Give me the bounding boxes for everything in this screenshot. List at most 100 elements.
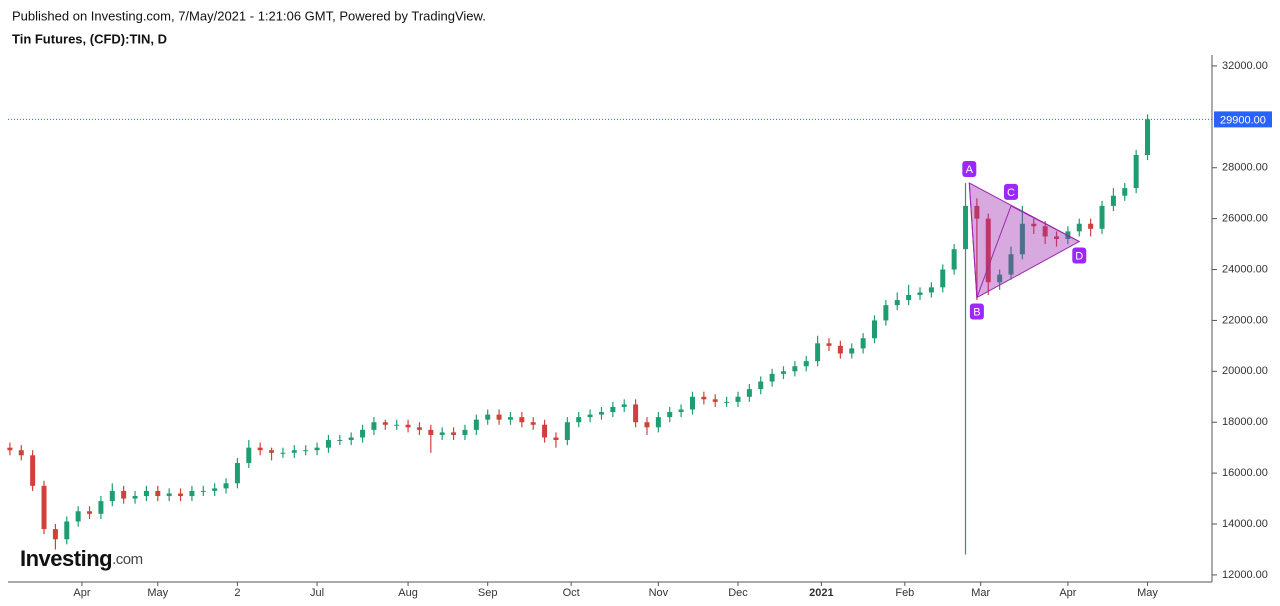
pattern-label-box — [969, 303, 984, 320]
y-tick-label: 28000.00 — [1222, 162, 1268, 174]
published-note: Published on Investing.com, 7/May/2021 -… — [12, 8, 486, 23]
candle-body — [189, 490, 195, 497]
candle-body — [826, 343, 832, 346]
pattern-label: A — [966, 164, 974, 176]
candle-body — [792, 366, 798, 372]
x-tick-label: 2 — [234, 587, 240, 599]
x-tick-label: May — [1137, 587, 1158, 599]
candle-body — [212, 488, 218, 491]
candle-body — [860, 338, 866, 349]
y-tick-label: 22000.00 — [1222, 314, 1268, 326]
candle-body — [155, 490, 161, 497]
candle-body — [52, 529, 58, 540]
y-tick-label: 26000.00 — [1222, 213, 1268, 225]
candle-body — [542, 424, 548, 438]
candle-body — [928, 287, 934, 293]
y-tick-label: 12000.00 — [1222, 569, 1268, 581]
y-tick-label: 24000.00 — [1222, 263, 1268, 275]
candle-body — [337, 440, 343, 442]
candle-body — [1031, 223, 1037, 227]
candle-body — [963, 205, 969, 250]
candle-body — [41, 485, 47, 530]
candle-body — [917, 292, 923, 295]
candle-body — [1122, 188, 1128, 196]
y-tick-label: 32000.00 — [1222, 60, 1268, 72]
candle-body — [348, 437, 354, 441]
candle-body — [746, 389, 752, 397]
candle-body — [997, 274, 1003, 283]
candle-body — [1099, 205, 1105, 229]
candle-body — [1008, 254, 1014, 275]
x-tick-label: Feb — [895, 587, 914, 599]
pattern-label: C — [1007, 187, 1015, 199]
candle-body — [758, 381, 764, 390]
candle-body — [1054, 236, 1060, 239]
candle-body — [223, 483, 229, 489]
candle-body — [257, 447, 263, 451]
pattern-triangle — [968, 182, 1081, 299]
candle-body — [803, 361, 809, 367]
candle-body — [872, 320, 878, 339]
candle-body — [132, 496, 138, 499]
y-tick-label: 20000.00 — [1222, 365, 1268, 377]
candle-body — [1088, 223, 1094, 229]
y-tick-label: 14000.00 — [1222, 518, 1268, 530]
candle-body — [689, 396, 695, 410]
candle-body — [701, 396, 707, 400]
candle-body — [1042, 226, 1048, 237]
candle-body — [200, 490, 206, 492]
candle-body — [303, 450, 309, 452]
candle-body — [951, 249, 957, 270]
candle-body — [121, 490, 127, 499]
x-tick-label: Dec — [728, 587, 748, 599]
candle-body — [735, 396, 741, 402]
candle-body — [405, 424, 411, 428]
candle-body — [109, 490, 115, 502]
plot-area: 12000.00 14000.00 16000.00 18000.00 20000.00… — [7, 60, 1272, 599]
candle-body — [849, 348, 855, 354]
candle-body — [394, 424, 400, 426]
candle-body — [143, 490, 149, 497]
candle-body — [269, 450, 275, 453]
candle-body — [496, 414, 502, 420]
candle-body — [837, 345, 843, 354]
last-price-label: 29900.00 — [1220, 114, 1266, 126]
candle-body — [246, 447, 252, 463]
candle-body — [769, 373, 775, 382]
candle-body — [325, 440, 331, 448]
candle-body — [314, 447, 320, 451]
candle-body — [974, 205, 980, 219]
candle-body — [416, 427, 422, 430]
candle-body — [530, 422, 536, 425]
candle-body — [98, 501, 104, 514]
pattern-label-box — [1004, 183, 1019, 200]
y-tick-label: 16000.00 — [1222, 467, 1268, 479]
logo: Investing.com — [20, 546, 143, 571]
logo-brand: Investing — [20, 546, 112, 571]
pattern-label-box — [962, 161, 977, 178]
candle-body — [587, 414, 593, 418]
candle-body — [451, 432, 457, 435]
candle-body — [598, 412, 604, 415]
pattern-label: D — [1075, 250, 1083, 262]
candle-body — [724, 401, 730, 403]
candle-body — [712, 399, 718, 402]
candle-body — [507, 417, 513, 420]
candle-body — [462, 429, 468, 435]
pattern-label-box — [1072, 247, 1087, 264]
candle-body — [1145, 119, 1151, 156]
candle-body — [166, 493, 172, 497]
x-tick-label: Sep — [478, 587, 498, 599]
candle-body — [780, 371, 786, 374]
candle-body — [234, 462, 240, 484]
candle-body — [655, 417, 661, 428]
candle-body — [473, 419, 479, 430]
x-tick-label: Apr — [1059, 587, 1076, 599]
candle-body — [428, 429, 434, 435]
candle-body — [18, 450, 24, 456]
candle-body — [64, 521, 70, 540]
logo-suffix: .com — [112, 551, 143, 568]
candle-body — [883, 305, 889, 321]
candle-body — [610, 406, 616, 413]
